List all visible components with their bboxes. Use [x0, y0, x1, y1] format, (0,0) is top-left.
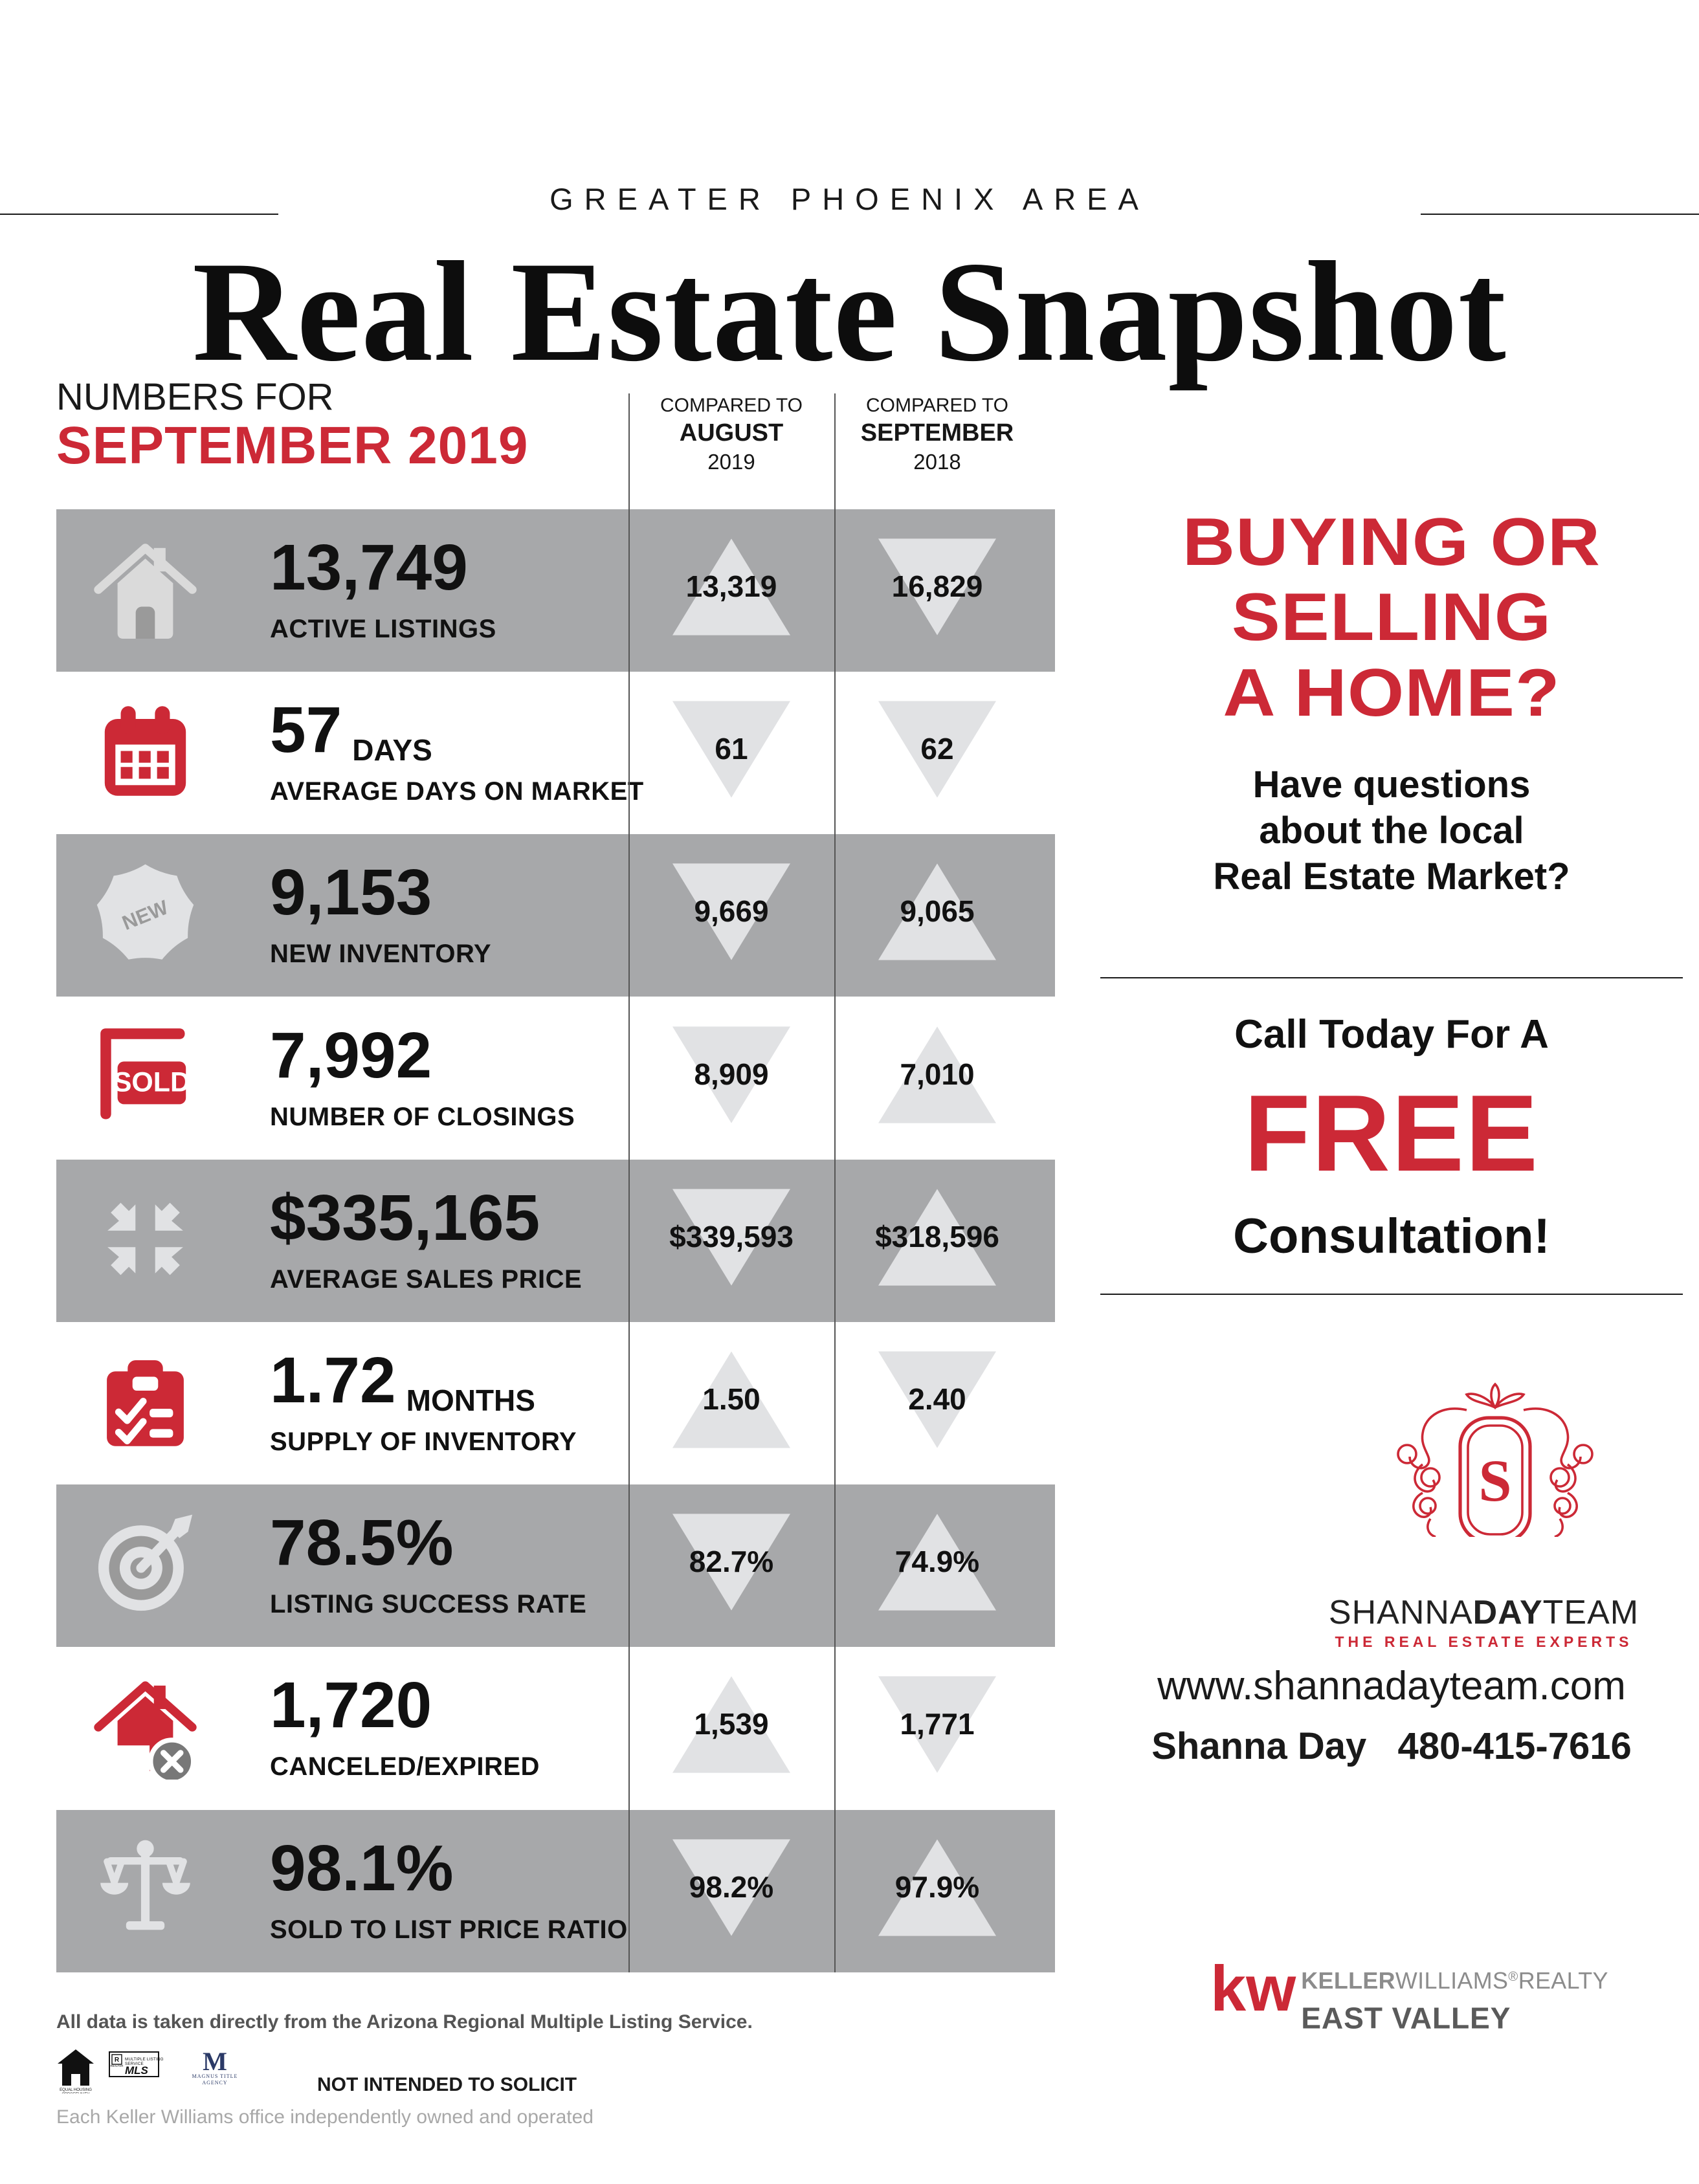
svg-text:M: M [203, 2048, 227, 2076]
svg-text:MAGNUS TITLE: MAGNUS TITLE [192, 2073, 238, 2079]
svg-text:KELLERWILLIAMS®REALTY: KELLERWILLIAMS®REALTY [1301, 1967, 1608, 1994]
svg-text:S: S [1478, 1448, 1511, 1514]
svg-text:EAST VALLEY: EAST VALLEY [1301, 2002, 1511, 2035]
svg-text:SOLD: SOLD [113, 1067, 190, 1098]
svg-text:MULTIPLE LISTING: MULTIPLE LISTING [125, 2057, 164, 2062]
svg-text:R: R [115, 2057, 120, 2064]
svg-text:AGENCY: AGENCY [202, 2080, 227, 2086]
svg-text:EQUAL HOUSING: EQUAL HOUSING [60, 2088, 92, 2092]
svg-text:MLS: MLS [125, 2064, 149, 2077]
svg-text:kw: kw [1210, 1953, 1296, 2025]
svg-text:REALTOR: REALTOR [111, 2064, 124, 2068]
